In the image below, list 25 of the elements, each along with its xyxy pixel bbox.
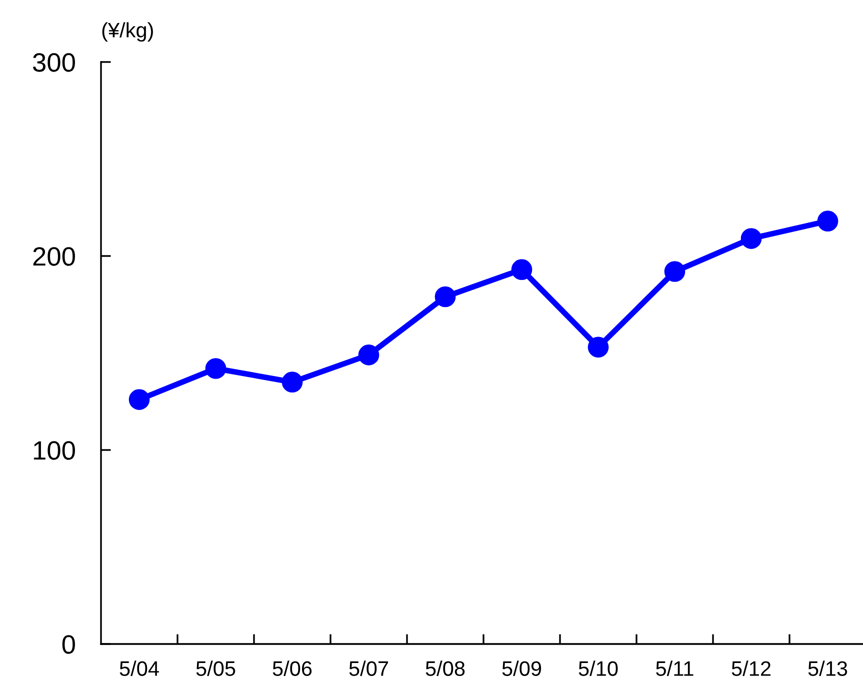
- x-tick-label: 5/07: [349, 660, 388, 676]
- x-tick-label: 5/04: [120, 660, 159, 676]
- point: [817, 210, 838, 232]
- x-tick-label: 5/06: [272, 660, 312, 676]
- point: [588, 336, 609, 358]
- x-tick-label: 5/08: [426, 660, 465, 676]
- x-tick-label: 5/11: [656, 660, 694, 676]
- point: [205, 358, 226, 379]
- x-tick-label: 5/12: [732, 660, 770, 676]
- point: [664, 261, 686, 282]
- y-tick-label: 300: [32, 53, 75, 72]
- point: [358, 344, 380, 366]
- y-tick-label: 0: [62, 635, 75, 654]
- point: [434, 286, 456, 308]
- x-tick-label: 5/13: [808, 660, 848, 676]
- point: [511, 259, 532, 280]
- point: [282, 372, 303, 393]
- x-tick-label: 5/09: [502, 660, 542, 676]
- y-axis-title: (¥/kg): [102, 22, 153, 42]
- y-tick-label: 100: [34, 441, 75, 460]
- point: [740, 228, 762, 249]
- x-tick-label: 5/05: [196, 660, 236, 676]
- x-tick-label: 5/10: [578, 660, 618, 676]
- y-tick-label: 200: [33, 247, 75, 266]
- point: [128, 389, 150, 410]
